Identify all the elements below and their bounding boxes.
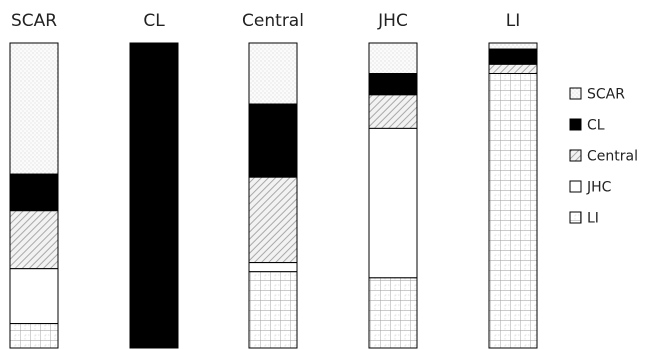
bar-segment-jhc-li [368, 277, 418, 349]
bar-segment-central-central [248, 176, 298, 264]
column-label-scar: SCAR [11, 11, 57, 31]
bar-segment-scar-cl [9, 173, 59, 212]
bar-segment-jhc-scar [368, 42, 418, 74]
bar-segment-li-central [488, 63, 538, 74]
column-label-central: Central [242, 11, 304, 31]
bar-segment-jhc-jhc [368, 127, 418, 279]
legend-swatch-central [569, 149, 582, 162]
column-label-li: LI [506, 11, 521, 31]
bar-segment-jhc-cl [368, 73, 418, 96]
column-label-cl: CL [143, 11, 165, 31]
legend-label-li: LI [587, 211, 599, 227]
bar-outline-jhc [368, 42, 418, 349]
bar-segment-scar-scar [9, 42, 59, 175]
bars-layer [9, 42, 538, 349]
bar-segment-scar-li [9, 323, 59, 349]
legend-label-jhc: JHC [586, 180, 612, 196]
legend-label-central: Central [587, 149, 638, 165]
legend-swatch-scar [569, 87, 582, 100]
bar-segment-central-cl [248, 103, 298, 178]
bar-outline-cl [129, 42, 179, 349]
bar-segment-scar-jhc [9, 268, 59, 325]
column-label-jhc: JHC [377, 11, 408, 31]
bar-segment-central-li [248, 271, 298, 349]
bar-segment-central-jhc [248, 262, 298, 273]
bar-segment-cl-cl [129, 42, 179, 349]
bar-segment-jhc-central [368, 94, 418, 129]
bar-outline-central [248, 42, 298, 349]
bar-segment-li-li [488, 73, 538, 349]
column-labels: SCAR CL Central JHC LI [11, 11, 520, 31]
bar-segment-li-cl [488, 48, 538, 65]
bar-segment-li-scar [488, 42, 538, 50]
legend-swatch-cl [569, 118, 582, 131]
legend: SCAR CL Central JHC LI [569, 87, 638, 227]
bar-outline-scar [9, 42, 59, 349]
legend-swatch-li [569, 211, 582, 224]
bar-segment-central-scar [248, 42, 298, 105]
legend-swatch-jhc [569, 180, 582, 193]
legend-label-cl: CL [587, 118, 605, 134]
bar-outline-li [488, 42, 538, 349]
legend-label-scar: SCAR [587, 87, 625, 103]
bar-segment-scar-central [9, 210, 59, 270]
